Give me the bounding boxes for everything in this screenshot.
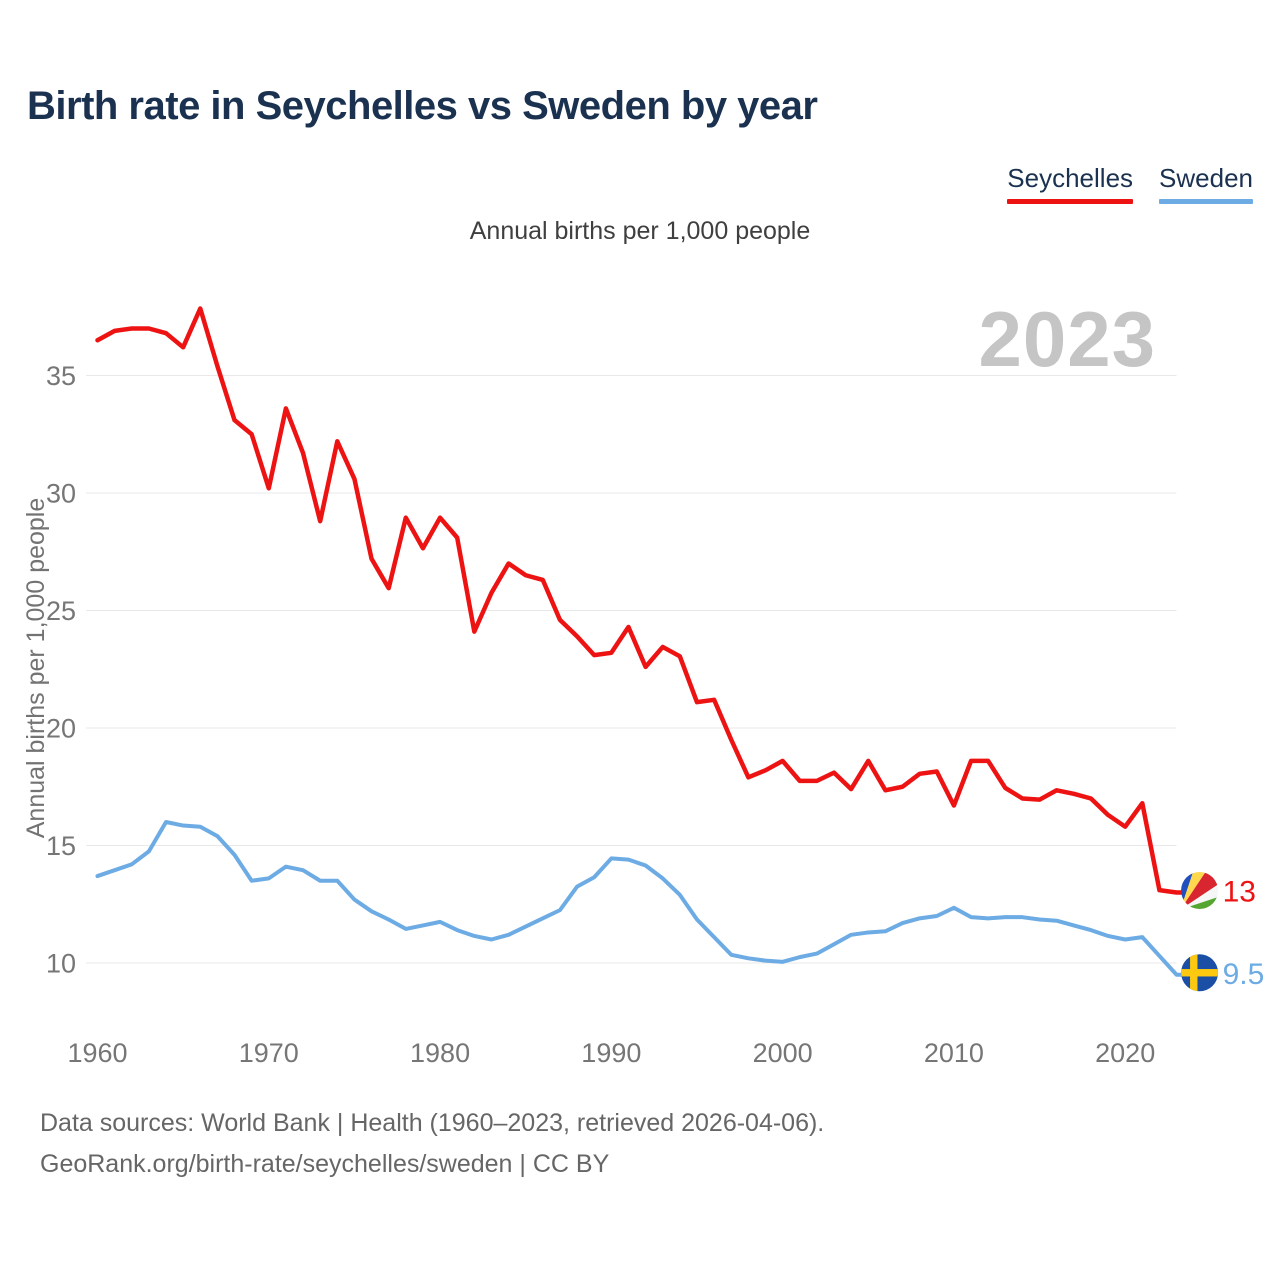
x-tick-2010: 2010 xyxy=(924,1038,984,1068)
chart-subtitle: Annual births per 1,000 people xyxy=(469,217,811,245)
legend-label-sweden: Sweden xyxy=(1159,163,1253,193)
legend-item-seychelles[interactable]: Seychelles xyxy=(1007,163,1134,204)
y-tick-15: 15 xyxy=(46,831,76,861)
x-tick-2000: 2000 xyxy=(753,1038,813,1068)
x-tick-1980: 1980 xyxy=(410,1038,470,1068)
sweden-flag-icon xyxy=(1181,954,1219,992)
y-tick-10: 10 xyxy=(46,949,76,979)
attribution-line: GeoRank.org/birth-rate/seychelles/sweden… xyxy=(40,1150,610,1178)
x-tick-1960: 1960 xyxy=(67,1038,127,1068)
seychelles-line[interactable] xyxy=(95,306,1185,895)
y-tick-25: 25 xyxy=(46,596,76,626)
page-title: Birth rate in Seychelles vs Sweden by ye… xyxy=(27,84,818,128)
legend-color-bar-seychelles xyxy=(1007,199,1134,204)
sweden-line[interactable] xyxy=(95,820,1185,977)
x-tick-1990: 1990 xyxy=(581,1038,641,1068)
y-axis-tick-labels: 35 30 25 20 15 10 xyxy=(46,361,76,979)
x-tick-1970: 1970 xyxy=(239,1038,299,1068)
source-footer: Data sources: World Bank | Health (1960–… xyxy=(40,1103,824,1185)
legend-item-sweden[interactable]: Sweden xyxy=(1159,163,1253,204)
y-tick-20: 20 xyxy=(46,714,76,744)
y-tick-30: 30 xyxy=(46,479,76,509)
x-axis-tick-labels: 1960 1970 1980 1990 2000 2010 2020 xyxy=(67,1038,1155,1068)
sweden-end-value: 9.5 xyxy=(1223,958,1265,991)
x-tick-2020: 2020 xyxy=(1095,1038,1155,1068)
legend-color-bar-sweden xyxy=(1159,199,1253,204)
gridlines xyxy=(86,375,1177,964)
seychelles-end-value: 13 xyxy=(1223,876,1256,909)
legend-label-seychelles: Seychelles xyxy=(1007,163,1134,193)
y-axis-title: Annual births per 1,000 people xyxy=(22,498,50,839)
y-tick-35: 35 xyxy=(46,361,76,391)
legend: Seychelles Sweden xyxy=(1007,163,1253,204)
source-line: Data sources: World Bank | Health (1960–… xyxy=(40,1109,825,1137)
watermark-year: 2023 xyxy=(978,295,1156,383)
seychelles-flag-icon xyxy=(1181,872,1219,909)
